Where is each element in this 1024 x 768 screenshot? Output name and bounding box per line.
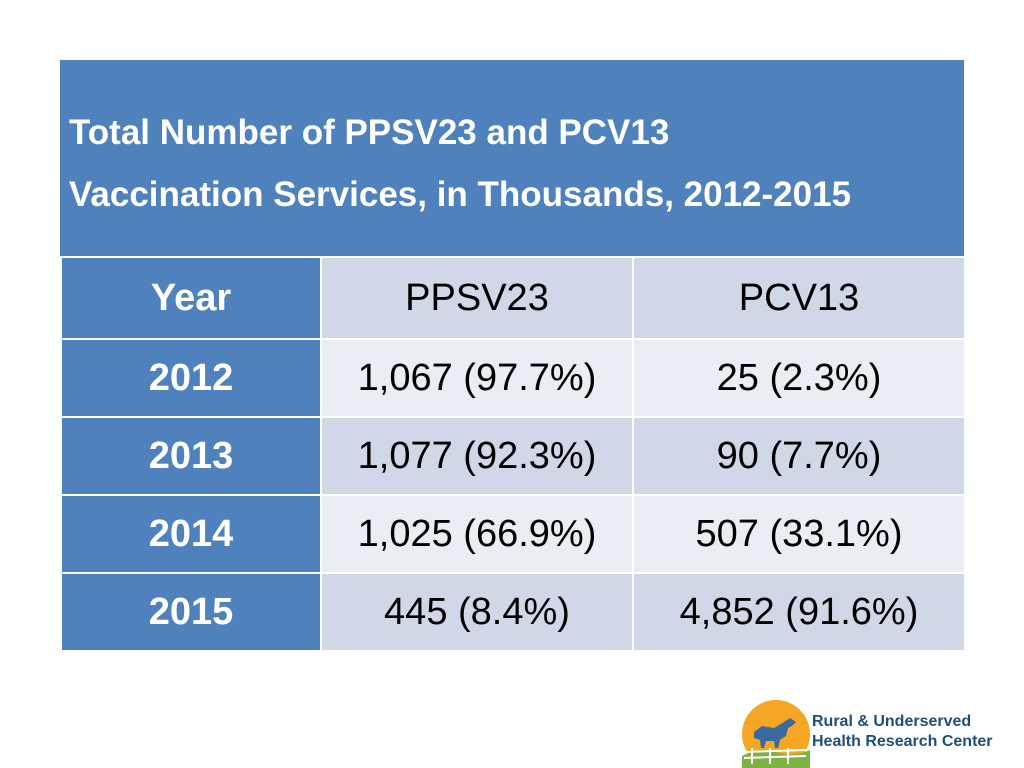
table-row: 2014 1,025 (66.9%) 507 (33.1%): [60, 494, 966, 574]
vaccination-table: Total Number of PPSV23 and PCV13 Vaccina…: [60, 60, 966, 652]
pcv13-cell: 90 (7.7%): [632, 416, 966, 496]
rural-underserved-logo: Rural & Underserved Health Research Cent…: [740, 696, 1024, 768]
table-title-line-2: Vaccination Services, in Thousands, 2012…: [69, 175, 852, 214]
logo-line-1: Rural & Underserved: [812, 713, 972, 730]
ppsv23-cell: 1,025 (66.9%): [320, 494, 634, 574]
year-cell: 2015: [60, 572, 322, 652]
logo-text: Rural & Underserved Health Research Cent…: [812, 712, 993, 752]
horse-sun-logo-icon: [742, 700, 810, 768]
table-row: 2015 445 (8.4%) 4,852 (91.6%): [60, 572, 966, 652]
header-row: Year PPSV23 PCV13: [60, 256, 966, 340]
year-cell: 2013: [60, 416, 322, 496]
ppsv23-cell: 1,077 (92.3%): [320, 416, 634, 496]
table-title: Total Number of PPSV23 and PCV13 Vaccina…: [60, 60, 964, 256]
ppsv23-cell: 445 (8.4%): [320, 572, 634, 652]
year-cell: 2012: [60, 338, 322, 418]
pcv13-cell: 507 (33.1%): [632, 494, 966, 574]
header-ppsv23: PPSV23: [320, 256, 634, 340]
year-cell: 2014: [60, 494, 322, 574]
pcv13-cell: 4,852 (91.6%): [632, 572, 966, 652]
table-title-line-1: Total Number of PPSV23 and PCV13: [69, 113, 670, 152]
data-table: Year PPSV23 PCV13 2012 1,067 (97.7%) 25 …: [60, 256, 966, 652]
pcv13-cell: 25 (2.3%): [632, 338, 966, 418]
table-row: 2012 1,067 (97.7%) 25 (2.3%): [60, 338, 966, 418]
ppsv23-cell: 1,067 (97.7%): [320, 338, 634, 418]
logo-line-2: Health Research Center: [812, 733, 993, 750]
table-row: 2013 1,077 (92.3%) 90 (7.7%): [60, 416, 966, 496]
header-pcv13: PCV13: [632, 256, 966, 340]
header-year: Year: [60, 256, 322, 340]
